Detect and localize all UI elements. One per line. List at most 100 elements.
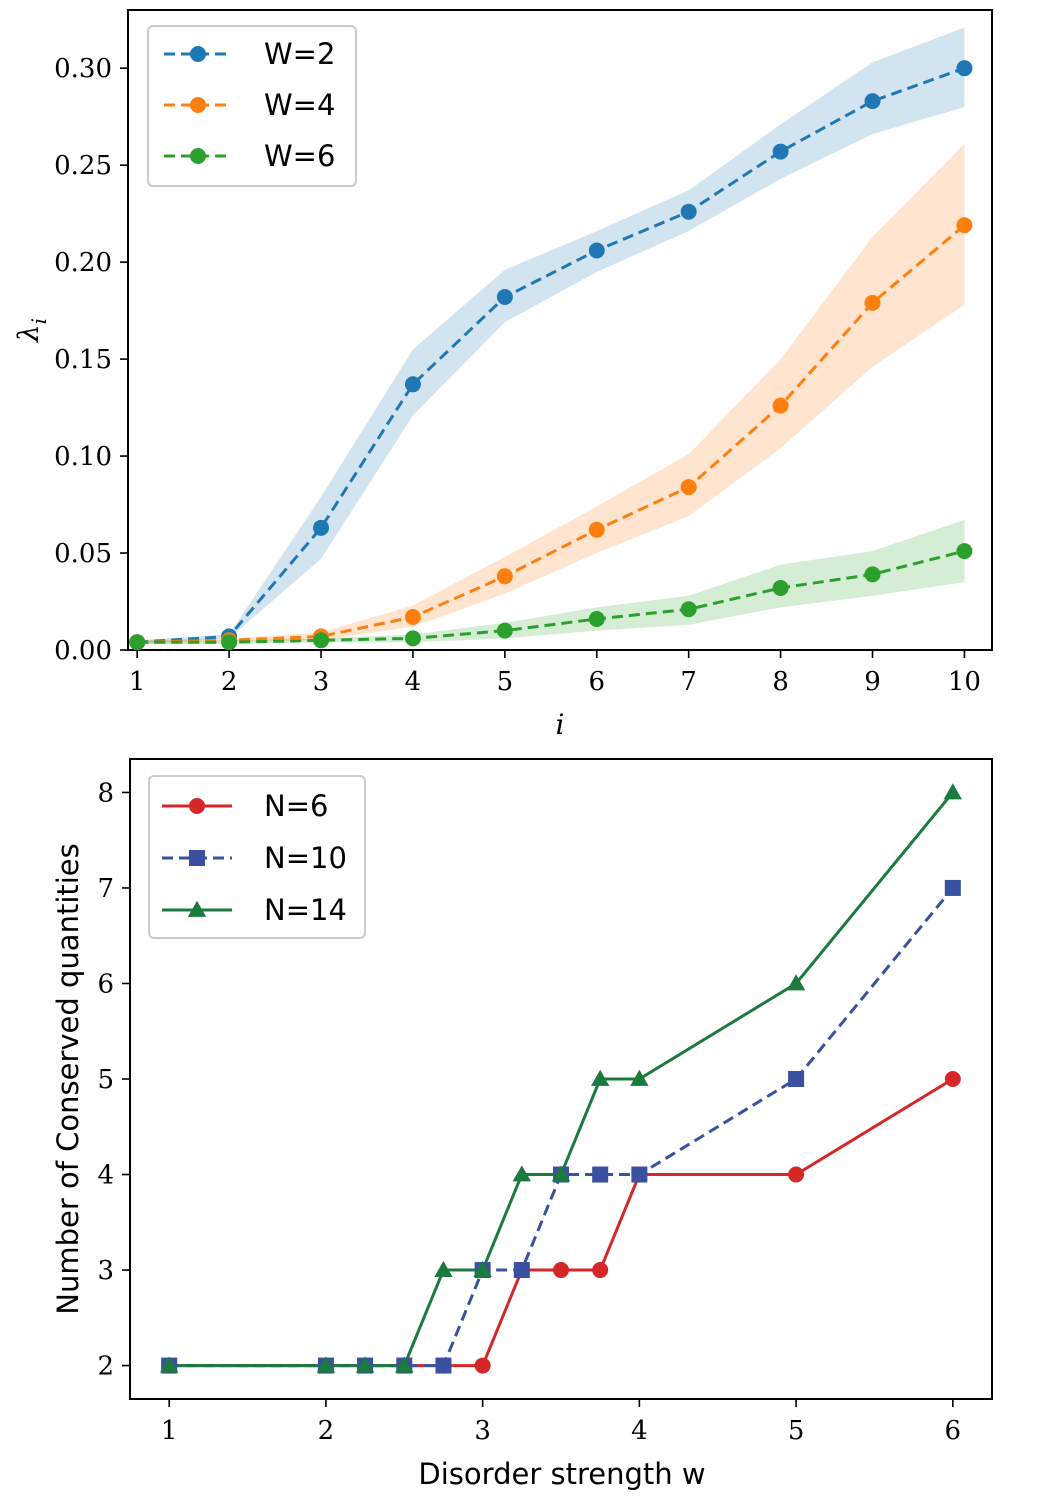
top-chart-y-axis-label: λi [12,318,51,343]
top-chart-line-w-6 [137,549,965,644]
bottom-chart-point-n-10 [944,879,961,896]
bottom-chart-point-n-6 [553,1262,569,1279]
top-chart-point-w-4 [772,397,789,414]
top-chart-y-tick-label: 0.10 [54,442,112,472]
top-chart-lines [137,66,966,644]
bottom-chart-legend-label-n-6: N=6 [264,789,328,823]
bottom-chart-y-tick-label: 5 [97,1065,114,1095]
top-chart-legend: W=2 W=4 W=6 [147,25,357,187]
top-chart-legend-label-w-6: W=6 [264,139,335,173]
bottom-chart-point-n-14 [590,1069,610,1086]
top-chart-point-w-2 [956,60,973,77]
bottom-chart-y-tick-label: 8 [97,778,114,808]
bottom-chart-point-n-14 [786,974,806,991]
top-chart-y-tick-label: 0.05 [54,539,112,569]
bottom-chart-x-axis-label: Disorder strength w [418,1457,705,1491]
bottom-chart-point-n-14 [473,1260,492,1277]
bottom-chart-legend-label-n-10: N=10 [264,841,347,875]
bottom-chart-point-n-14 [943,783,963,800]
bottom-chart-point-n-6 [474,1357,491,1374]
bottom-chart-legend-marker-n-14 [187,900,207,917]
bottom-chart-y-tick-label: 3 [97,1256,114,1286]
bottom-chart-x-tick-label: 2 [318,1416,335,1446]
bottom-chart-x-tick-label: 1 [161,1416,178,1446]
top-chart-y-tick-label: 0.15 [54,345,112,375]
bottom-chart-point-n-14 [316,1356,336,1373]
top-chart-x-tick-label: 3 [313,667,330,697]
bottom-chart-ticks: 1 2 3 4 5 6 2 3 4 5 6 7 8 [97,778,961,1446]
top-chart-point-w-4 [496,568,513,585]
top-chart-x-tick-label: 5 [497,667,514,697]
top-chart-line-w-4 [137,224,966,644]
bottom-chart-point-n-14 [355,1356,375,1373]
bottom-chart-point-n-14 [395,1356,414,1373]
top-chart-x-axis-label: i [556,708,565,741]
top-chart-x-tick-label: 1 [129,667,146,697]
top-chart-point-w-6 [221,634,238,651]
top-chart-point-w-4 [864,294,881,311]
top-chart-point-w-6 [129,634,146,651]
bottom-chart-legend: N=6 N=10 N=14 [148,775,366,939]
top-chart: 1 2 3 4 5 6 7 8 9 100.000.050.100.150.200.250.30 … [12,9,993,741]
bottom-chart-point-n-10 [435,1357,452,1374]
top-chart-point-w-4 [404,609,421,626]
bottom-chart-point-n-10 [788,1071,805,1087]
bottom-chart-x-tick-label: 6 [945,1416,962,1446]
bottom-chart-y-tick-label: 7 [97,874,114,904]
top-chart-band-w-4 [137,143,965,645]
bottom-chart-y-tick-label: 2 [97,1352,114,1382]
bottom-chart-point-n-6 [788,1166,805,1183]
top-chart-ticks: 1 2 3 4 5 6 7 8 9 10 0.00 0.05 0.10 0.15 0.20 0.25 0.30 [54,54,981,697]
bottom-chart-x-tick-label: 5 [788,1416,805,1446]
top-chart-x-tick-label: 8 [772,667,789,697]
top-chart-point-w-6 [313,632,330,649]
top-chart-legend-marker-w-2 [190,46,206,62]
top-chart-point-w-6 [404,630,421,647]
bottom-chart-point-n-14 [630,1069,649,1086]
top-chart-legend-label-w-2: W=2 [264,37,335,71]
top-chart-band-w-6 [137,520,965,645]
bottom-chart-point-n-14 [512,1165,532,1182]
top-chart-x-tick-label: 4 [405,667,422,697]
top-chart-y-tick-label: 0.00 [54,636,112,666]
bottom-chart: 1 2 3 4 5 6 2 3 4 5 6 7 8 Disorder strength w Number… [51,758,993,1491]
top-chart-x-tick-label: 9 [864,667,881,697]
top-chart-point-w-2 [588,242,605,259]
bottom-chart-point-n-14 [551,1165,571,1182]
bottom-chart-y-tick-label: 4 [97,1161,114,1191]
top-chart-legend-box [147,25,357,187]
top-chart-point-w-2 [680,203,697,220]
bottom-chart-x-tick-label: 4 [631,1416,648,1446]
top-chart-x-tick-label: 2 [221,667,238,697]
top-chart-legend-label-w-4: W=4 [264,88,335,122]
top-chart-legend-marker-w-4 [190,97,206,113]
top-chart-point-w-4 [588,521,605,538]
top-chart-y-tick-label: 0.30 [54,54,112,84]
bottom-chart-legend-marker-n-6 [189,798,205,814]
bottom-chart-legend-box [148,775,366,939]
bottom-chart-legend-marker-n-10 [189,850,205,866]
top-chart-points [129,60,973,651]
top-chart-point-w-6 [496,622,513,639]
top-chart-y-tick-label: 0.25 [54,151,112,181]
top-chart-point-w-2 [772,143,789,160]
top-chart-point-w-6 [956,543,973,560]
top-chart-point-w-2 [864,93,881,110]
top-chart-point-w-4 [680,479,697,496]
top-chart-point-w-2 [404,376,421,393]
bottom-chart-legend-label-n-14: N=14 [264,893,347,927]
bottom-chart-point-n-6 [944,1071,961,1087]
bottom-chart-point-n-6 [592,1262,609,1279]
bottom-chart-point-n-14 [434,1260,453,1277]
top-chart-legend-marker-w-6 [190,148,206,164]
top-chart-point-w-2 [496,289,513,306]
bottom-chart-y-tick-label: 6 [97,969,114,999]
top-chart-x-tick-label: 6 [588,667,605,697]
bottom-chart-x-tick-label: 3 [474,1416,491,1446]
top-chart-point-w-2 [313,519,330,536]
top-chart-point-w-6 [588,610,605,627]
bottom-chart-point-n-10 [513,1262,530,1279]
top-chart-x-tick-label: 7 [680,667,697,697]
top-chart-line-w-2 [137,66,965,644]
